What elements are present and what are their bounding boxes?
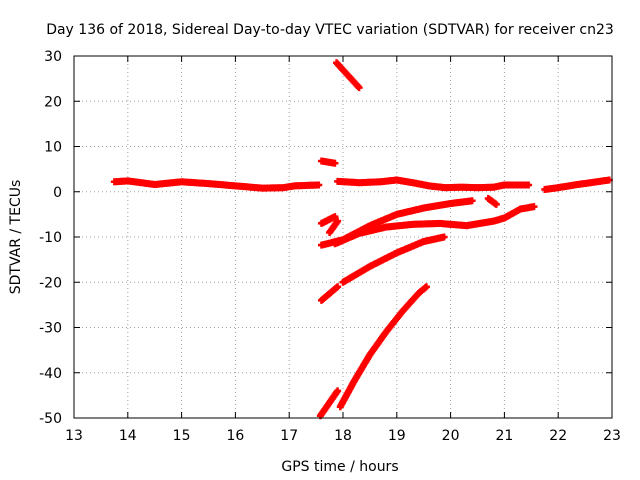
data-series [331, 203, 538, 248]
data-point [492, 200, 500, 208]
data-point [334, 217, 342, 225]
y-tick-label: 10 [44, 140, 62, 156]
data-series [336, 283, 430, 411]
y-tick-label: -20 [39, 275, 62, 291]
data-series [317, 213, 339, 227]
y-axis-label: SDTVAR / TECUs [8, 180, 24, 295]
data-series [484, 195, 500, 208]
data-point [331, 159, 339, 167]
x-tick-label: 15 [173, 428, 191, 444]
y-tick-label: -40 [39, 366, 62, 382]
data-series [110, 177, 323, 192]
data-point [530, 203, 538, 211]
y-tick-label: -10 [39, 230, 62, 246]
y-tick-label: 0 [53, 185, 62, 201]
x-tick-label: 23 [603, 428, 621, 444]
x-tick-label: 22 [549, 428, 567, 444]
x-tick-label: 17 [280, 428, 298, 444]
data-point [334, 387, 342, 395]
data-point [355, 84, 363, 92]
data-point [525, 181, 533, 189]
x-axis-label: GPS time / hours [281, 459, 398, 475]
x-tick-label: 18 [334, 428, 352, 444]
grid [74, 56, 612, 418]
data-point [422, 283, 430, 291]
data-series [541, 176, 613, 193]
x-tick-label: 21 [495, 428, 513, 444]
y-tick-label: 30 [44, 49, 62, 65]
data-series [317, 157, 339, 167]
x-tick-label: 13 [65, 428, 83, 444]
data-series [334, 176, 533, 192]
y-tick-label: 20 [44, 94, 62, 110]
data-series [333, 59, 363, 92]
x-tick-label: 14 [119, 428, 137, 444]
y-tick-label: -30 [39, 321, 62, 337]
data-point [331, 213, 339, 221]
data-point [440, 233, 448, 241]
y-tick-label: -50 [39, 411, 62, 427]
data-series [317, 283, 342, 304]
axis-ticks: 13 14 15 16 17 18 19 20 21 22 23 30 20 10 0 -10 -20 -30 -4… [39, 49, 621, 444]
data-point [468, 197, 476, 205]
data-series [339, 233, 448, 286]
x-tick-label: 20 [442, 428, 460, 444]
x-tick-label: 19 [388, 428, 406, 444]
data-series [326, 217, 342, 236]
chart-title: Day 136 of 2018, Sidereal Day-to-day VTE… [46, 22, 614, 38]
data-series [316, 387, 342, 420]
data-point [315, 181, 323, 189]
data-point [334, 283, 342, 291]
x-tick-label: 16 [226, 428, 244, 444]
data-points [110, 59, 613, 420]
